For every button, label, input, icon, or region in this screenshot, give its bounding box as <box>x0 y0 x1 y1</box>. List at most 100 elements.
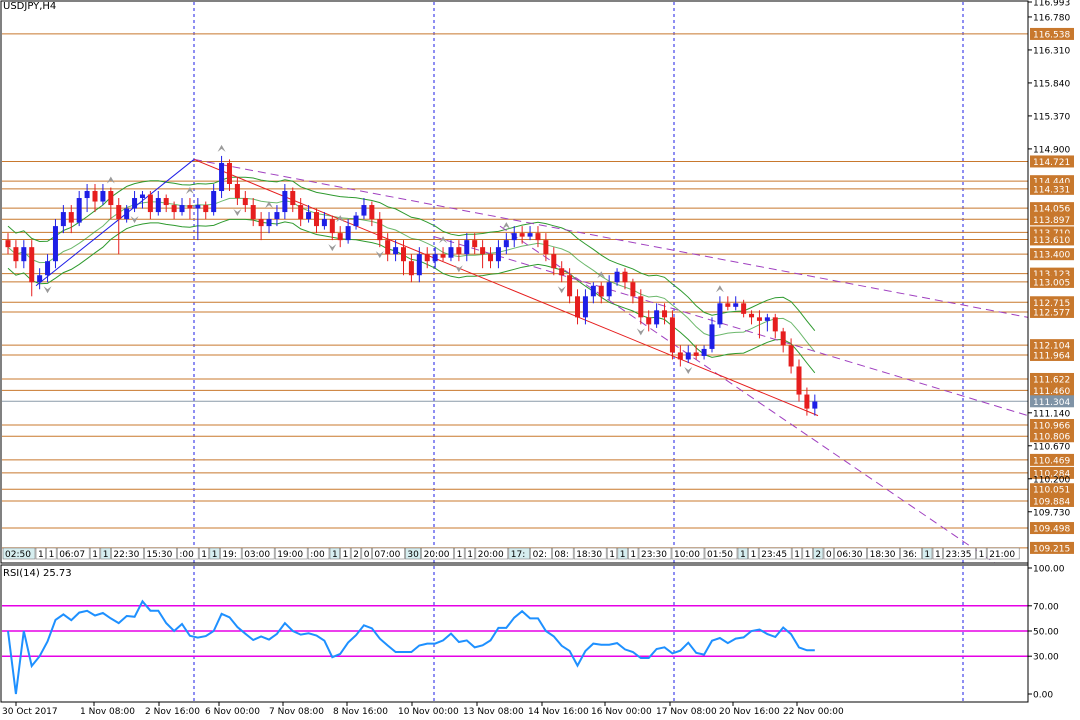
session-tag <box>209 547 220 560</box>
rsi-line <box>7 599 815 695</box>
candle-body <box>116 205 122 220</box>
session-tag <box>671 547 705 560</box>
session-tag-label: 06:07 <box>59 550 85 560</box>
fractal-marker <box>233 209 242 217</box>
session-tag <box>241 547 275 560</box>
session-tag <box>307 547 330 560</box>
candle-body <box>84 191 90 199</box>
session-tag-label: 03:00 <box>244 550 270 560</box>
candle-body <box>250 205 256 220</box>
price-level-label: 113.005 <box>1033 278 1070 288</box>
candle-body <box>60 212 66 227</box>
price-level-label: 114.440 <box>1033 178 1070 188</box>
session-tag <box>100 547 111 560</box>
session-tag <box>986 547 1020 560</box>
session-tag <box>976 547 987 560</box>
session-tag <box>340 547 351 560</box>
price-level-tag <box>1030 213 1074 226</box>
time-tick-label: 20 Nov 16:00 <box>719 707 780 717</box>
price-level-label: 113.400 <box>1033 251 1070 261</box>
channel-upper-line <box>193 158 1029 318</box>
candle-body <box>638 296 644 318</box>
price-level-tag <box>1030 372 1074 385</box>
candle-body <box>575 296 581 318</box>
candle-body <box>669 317 675 353</box>
candle-body <box>5 240 11 248</box>
session-tag-label: 23:30 <box>641 550 667 560</box>
price-level-tag <box>1030 419 1074 432</box>
session-tag <box>508 547 530 560</box>
session-tag-label: 08: <box>554 550 568 560</box>
candle-body <box>290 191 296 206</box>
price-tick-label: 115.840 <box>1033 79 1070 89</box>
price-level-label: 110.469 <box>1033 456 1070 466</box>
price-level-tag <box>1030 202 1074 215</box>
rsi-tick-label: 0.00 <box>1033 691 1053 701</box>
session-tag-label: 1 <box>38 550 44 560</box>
price-level-label: 110.966 <box>1033 422 1070 432</box>
session-tag-label: 1 <box>49 550 55 560</box>
price-level-tag <box>1030 483 1074 496</box>
zigzag-down-line <box>193 158 819 417</box>
session-tag-label: 19: <box>222 550 236 560</box>
candle-body <box>139 194 145 199</box>
candle-body <box>266 219 272 227</box>
price-level-label: 110.284 <box>1033 469 1070 479</box>
candle-body <box>416 254 422 276</box>
time-tick-label: 1 Nov 08:00 <box>80 707 135 717</box>
session-time-labels: 02:50 1 1 06:07 1 1 22:30 15:30:00 1 1 19: 03:00 19:… <box>2 547 1020 560</box>
price-level-label: 111.460 <box>1033 387 1070 397</box>
candle-body <box>132 198 138 209</box>
session-tag-label: 22:30 <box>113 550 139 560</box>
price-level-label: 111.964 <box>1033 351 1070 361</box>
session-tag <box>220 547 242 560</box>
session-tag <box>628 547 639 560</box>
candle-body <box>306 212 312 220</box>
candle-body <box>401 247 406 262</box>
fractal-marker <box>439 236 448 244</box>
candle-body <box>408 261 414 276</box>
session-tag <box>737 547 748 560</box>
candle-body <box>677 352 683 360</box>
candle-body <box>242 198 248 206</box>
candle-body <box>464 240 470 255</box>
session-tag-label: 1 <box>467 550 473 560</box>
candle-body <box>21 247 27 262</box>
candle-body <box>321 219 327 227</box>
price-level-tag <box>1030 430 1074 443</box>
price-level-label: 109.215 <box>1033 544 1070 554</box>
session-tag <box>454 547 465 560</box>
candle-body <box>630 282 636 297</box>
candle-body <box>234 183 240 199</box>
session-tag-label: 07:00 <box>374 550 400 560</box>
candle-body <box>203 205 209 213</box>
session-tag <box>813 547 824 560</box>
candle-body <box>448 247 454 258</box>
time-tick-label: 22 Nov 00:00 <box>783 707 844 717</box>
candle-body <box>369 205 375 220</box>
candle-body <box>226 162 232 184</box>
fractal-marker <box>502 222 511 230</box>
session-tag-label: 1 <box>630 550 636 560</box>
candle-body <box>559 268 565 276</box>
candle-body <box>171 205 177 213</box>
session-tag <box>198 547 210 560</box>
candle-body <box>163 198 169 206</box>
price-tick-label: 114.900 <box>1033 145 1070 155</box>
rsi-tick-label: 70.00 <box>1033 602 1059 612</box>
candle-body <box>361 205 367 216</box>
candle-body <box>147 194 153 213</box>
time-tick-label: 30 Oct 2017 <box>2 707 58 717</box>
session-tag <box>823 547 834 560</box>
candle-body <box>68 212 74 223</box>
candle-body <box>329 219 335 234</box>
candle-body <box>440 254 446 258</box>
session-tag <box>111 547 144 560</box>
price-level-tag <box>1030 466 1074 479</box>
price-level-tag <box>1030 339 1074 352</box>
fractal-marker <box>185 187 194 195</box>
session-tag <box>606 547 618 560</box>
session-tag-label: 1 <box>620 550 626 560</box>
candle-body <box>527 233 533 237</box>
